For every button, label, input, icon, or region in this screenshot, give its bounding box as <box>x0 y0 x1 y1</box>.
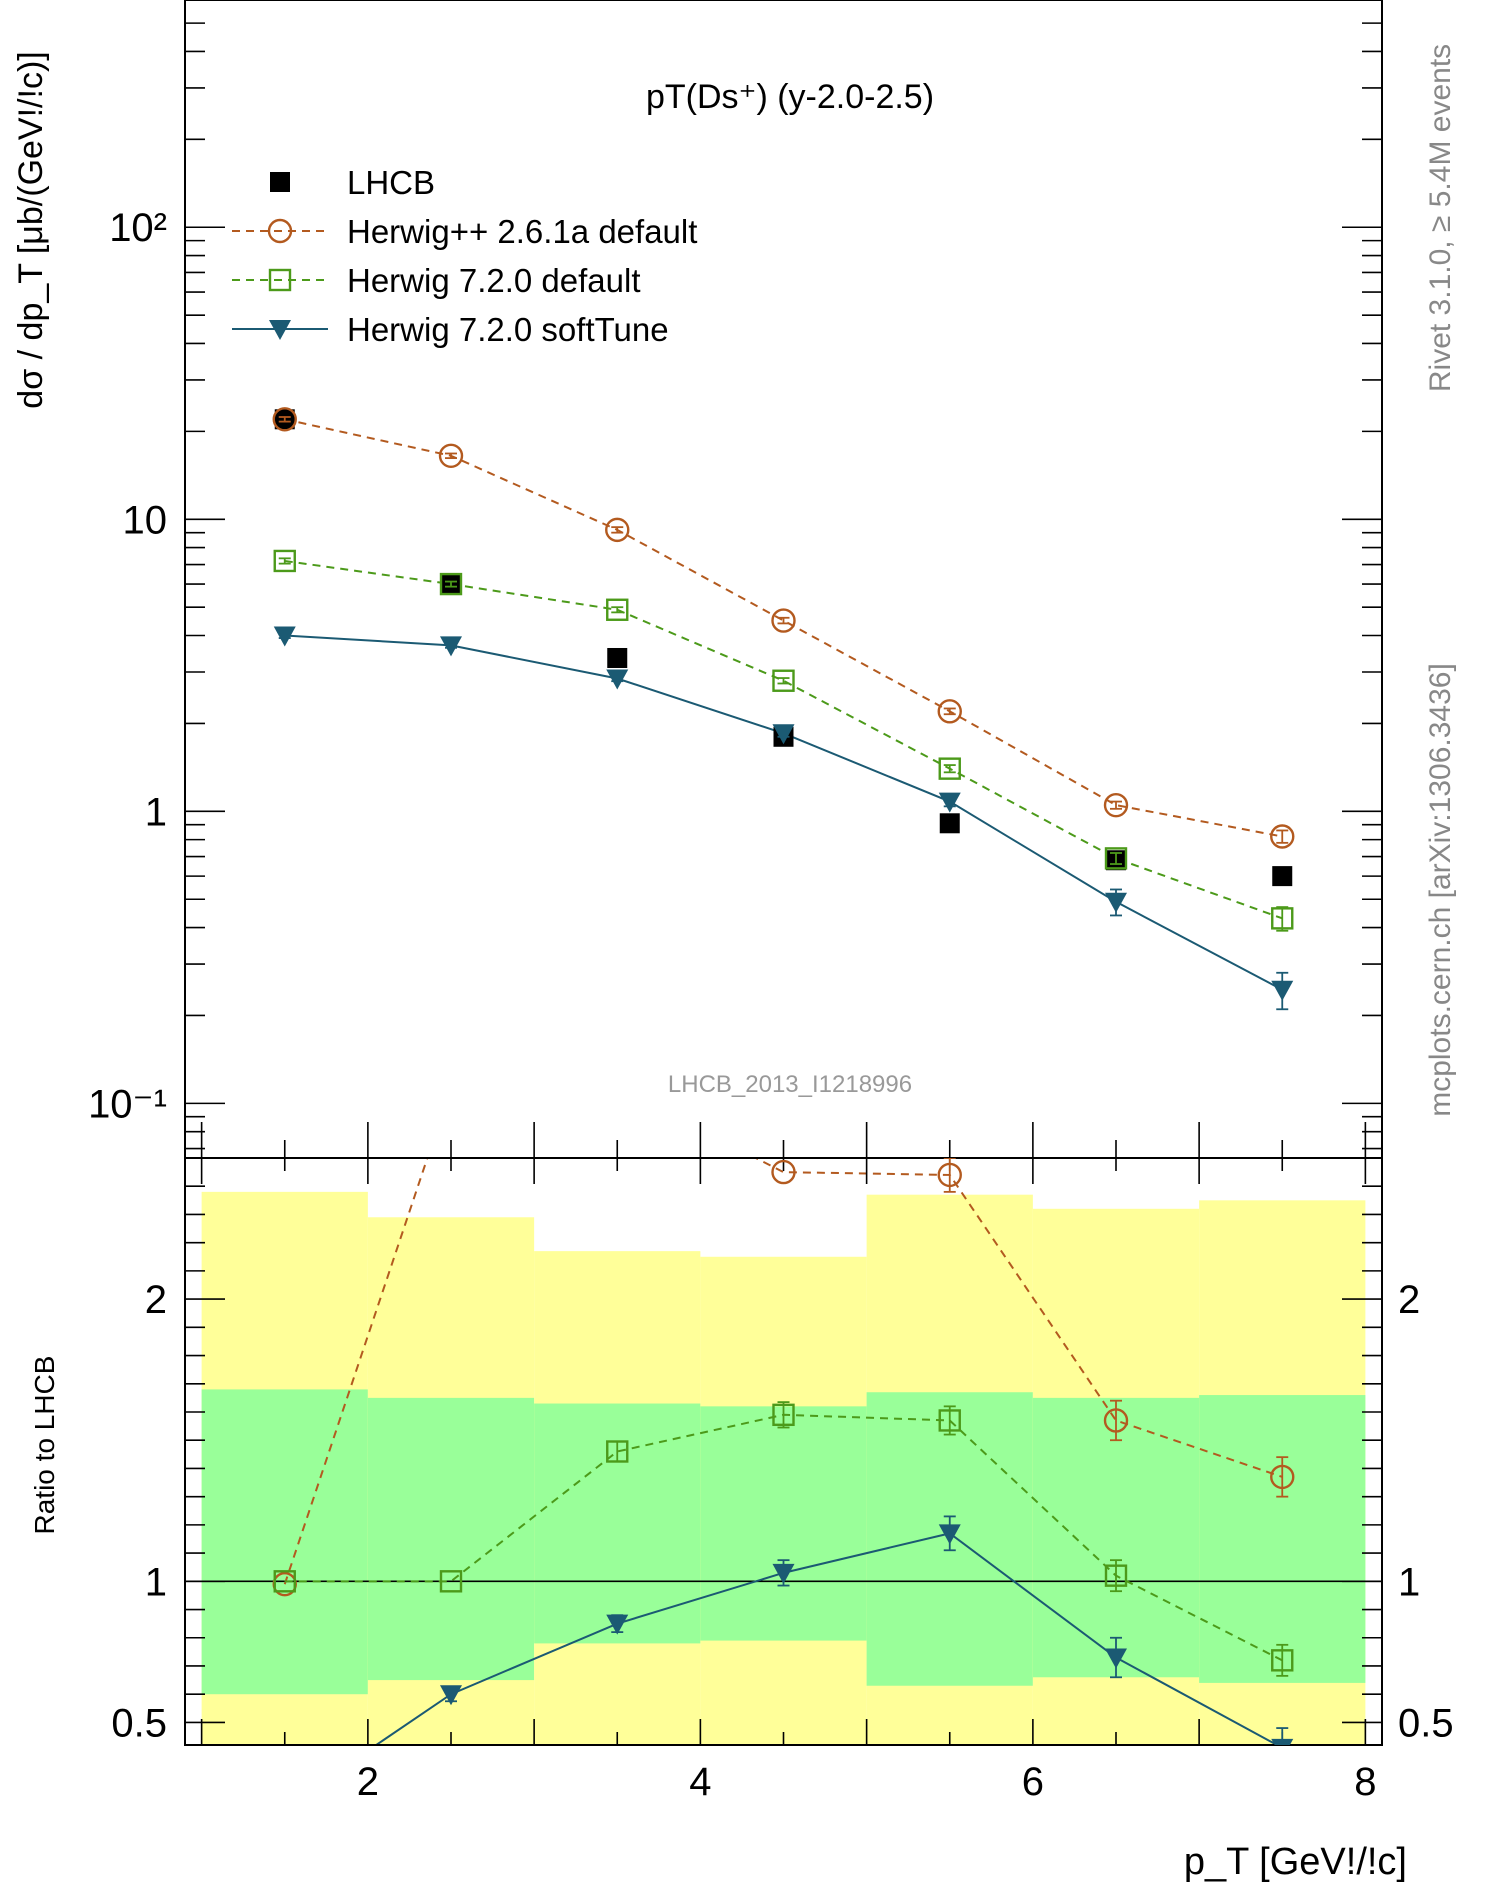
point-2-3 <box>772 669 795 692</box>
line-1 <box>284 418 1283 838</box>
chart-title: pT(Ds⁺) (y-2.0-2.5) <box>646 78 934 116</box>
ratio-point-2-4 <box>938 1524 961 1545</box>
legend-marker-2 <box>268 268 292 292</box>
analysis-label: LHCB_2013_I1218996 <box>668 1071 912 1098</box>
point-0-6 <box>1272 866 1293 887</box>
legend-marker-3 <box>269 320 291 340</box>
mcplots-label: mcplots.cern.ch [arXiv:1306.3436] <box>1424 663 1457 1117</box>
point-3-3 <box>772 724 795 745</box>
point-3-5 <box>1105 892 1127 913</box>
point-2-1 <box>439 572 463 596</box>
band-inner-5 <box>1032 1397 1200 1678</box>
y-tick-label-main: 10² <box>109 206 167 250</box>
main-markers <box>272 407 1295 1011</box>
y-tick-label-main: 10 <box>123 498 168 542</box>
x-tick-label: 8 <box>1354 1760 1376 1804</box>
tick-labels: 2 4 6 8 10⁻¹ 1 10 10² 0.5 0.5 1 1 2 2 <box>88 206 1454 1804</box>
axis-ticks <box>185 0 1382 1745</box>
legend-marker-1 <box>267 218 293 244</box>
point-1-2 <box>605 517 630 543</box>
ratio-point-1-4 <box>938 1409 961 1432</box>
ratio-point-1-3 <box>772 1403 795 1427</box>
ratio-point-2-5 <box>1105 1648 1127 1669</box>
ratio-point-2-1 <box>440 1685 462 1706</box>
x-axis-title: p_T [GeV!/!c] <box>1184 1841 1407 1883</box>
ratio-point-0-3 <box>771 1159 796 1185</box>
ratio-point-0-4 <box>937 1162 962 1188</box>
ratio-point-1-0 <box>273 1570 296 1593</box>
rivet-label: Rivet 3.1.0, ≥ 5.4M events <box>1424 44 1457 392</box>
y-tick-label-ratio-left: 2 <box>145 1278 167 1322</box>
x-tick-label: 6 <box>1022 1760 1044 1804</box>
y-tick-label-main: 1 <box>145 790 167 834</box>
point-2-5 <box>1104 847 1128 870</box>
legend-label-0: LHCB <box>347 164 435 201</box>
point-0-2 <box>607 647 628 668</box>
ratio-point-2-2 <box>606 1614 629 1635</box>
line-3 <box>284 634 1283 991</box>
y-tick-label-ratio-right: 0.5 <box>1398 1701 1454 1745</box>
ratio-point-0-6 <box>1270 1464 1295 1490</box>
ratio-point-1-1 <box>439 1570 463 1593</box>
ratio-point-1-6 <box>1271 1649 1294 1672</box>
y-tick-label-main: 10⁻¹ <box>88 1082 167 1126</box>
point-3-0 <box>273 626 296 647</box>
y-tick-label-ratio-right: 1 <box>1398 1560 1420 1604</box>
main-lines <box>284 418 1283 991</box>
ratio-uncertainty-bands <box>201 1191 1366 1745</box>
ratio-point-2-6 <box>1271 1738 1294 1745</box>
y-tick-label-ratio-left: 0.5 <box>111 1701 167 1745</box>
point-1-6 <box>1270 824 1295 849</box>
y-tick-label-ratio-right: 2 <box>1398 1278 1420 1322</box>
y-tick-label-ratio-left: 1 <box>145 1560 167 1604</box>
legend-label-3: Herwig 7.2.0 softTune <box>347 311 669 348</box>
point-3-1 <box>440 636 462 657</box>
ratio-point-1-5 <box>1104 1564 1128 1587</box>
point-3-4 <box>938 792 961 813</box>
ratio-point-0-1 <box>440 1076 462 1098</box>
point-0-4 <box>939 813 960 834</box>
point-1-5 <box>1103 792 1129 818</box>
x-tick-label: 2 <box>357 1760 379 1804</box>
point-2-4 <box>938 757 961 780</box>
legend-label-2: Herwig 7.2.0 default <box>347 262 641 299</box>
band-inner-6 <box>1199 1395 1366 1683</box>
ratio-point-2-3 <box>772 1563 795 1584</box>
point-1-4 <box>937 699 962 724</box>
point-1-1 <box>438 443 464 468</box>
ratio-point-2-0 <box>274 1798 296 1818</box>
ratio-point-0-2 <box>606 1076 628 1098</box>
legend: LHCB Herwig++ 2.6.1a default Herwig 7.2.0 … <box>232 164 697 348</box>
legend-label-1: Herwig++ 2.6.1a default <box>347 213 697 250</box>
point-1-0 <box>272 407 297 432</box>
point-1-3 <box>771 608 796 633</box>
point-3-6 <box>1271 980 1294 1001</box>
band-inner-0 <box>201 1389 368 1695</box>
x-tick-label: 4 <box>689 1760 711 1804</box>
ratio-y-axis-title: Ratio to LHCB <box>29 1356 60 1535</box>
main-y-axis-title: dσ / dp_T [μb/(GeV!/!c)] <box>12 51 50 408</box>
legend-marker-0 <box>270 172 290 192</box>
point-2-6 <box>1271 907 1294 930</box>
band-inner-3 <box>700 1406 867 1641</box>
point-2-0 <box>273 549 296 573</box>
point-3-2 <box>606 669 629 690</box>
point-2-2 <box>606 598 629 621</box>
ratio-point-1-2 <box>606 1440 629 1463</box>
ratio-markers <box>272 1076 1295 1818</box>
ratio-point-0-5 <box>1103 1408 1129 1433</box>
band-inner-1 <box>367 1397 535 1681</box>
